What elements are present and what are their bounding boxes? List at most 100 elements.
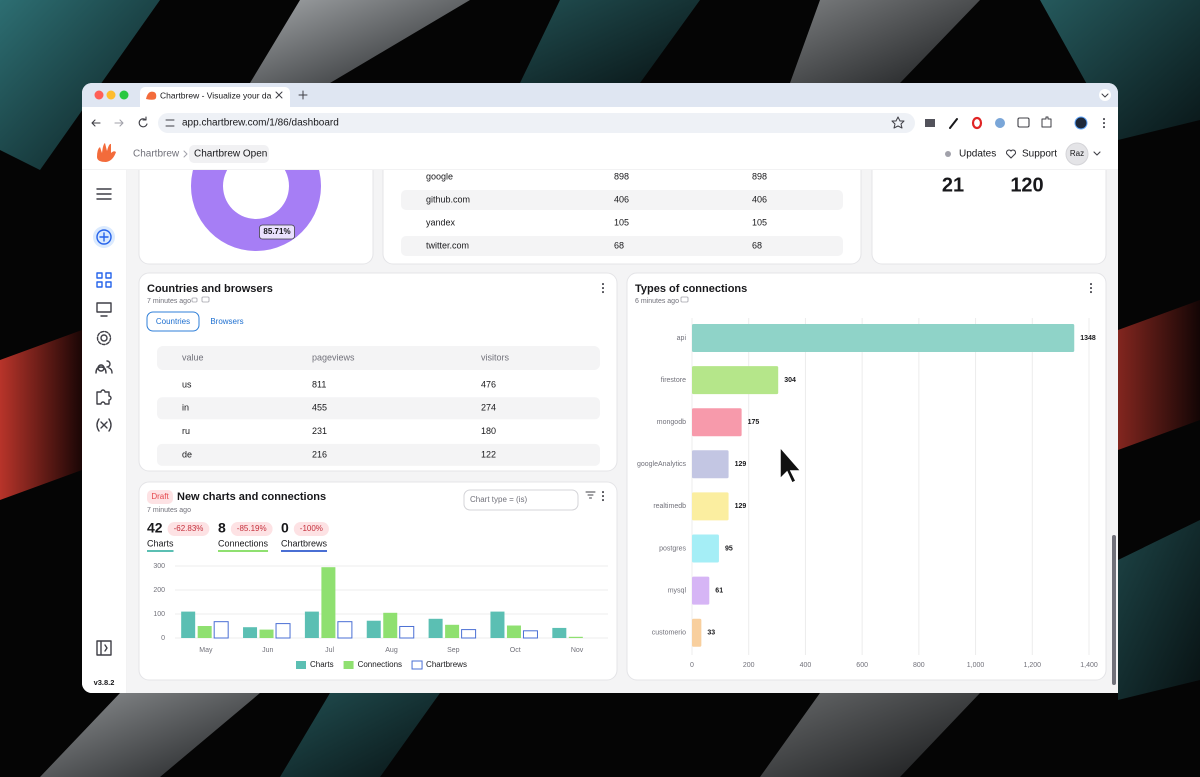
table-cell: 231 [312,426,327,436]
kpi-label[interactable]: Chartbrews [281,538,328,548]
nav-variables[interactable] [96,418,112,432]
donut-label: 85.71% [263,227,290,236]
legend-label[interactable]: Charts [310,660,334,669]
filter-button[interactable] [585,491,596,499]
x-tick-label: May [199,647,213,654]
url[interactable]: app.chartbrew.com/1/86/dashboard [182,118,339,129]
bar [461,629,477,639]
minimize-window[interactable] [106,90,116,100]
nav-reports[interactable] [96,302,112,317]
breadcrumb-project[interactable]: Chartbrew Open [194,149,267,160]
extension-mail[interactable] [925,119,935,127]
bookmark-star[interactable] [891,116,905,129]
table-cell: yandex [426,217,456,227]
table-cell: in [182,403,189,413]
x-tick-label: 1,200 [1024,662,1042,669]
legend-label[interactable]: Connections [358,660,402,669]
scrollbar[interactable] [1112,535,1116,685]
table-cell: 898 [614,171,629,181]
donut-label-bg [259,224,295,240]
x-tick-label: 400 [800,662,812,669]
value-label: 95 [725,545,733,552]
kpi-value: 21 [942,174,964,196]
bar [259,629,274,638]
menu-toggle[interactable] [96,188,112,200]
table-cell: 476 [481,379,496,389]
app-version: v3.8.2 [94,678,115,687]
nav-settings[interactable] [100,334,108,342]
table-cell: 68 [614,240,624,250]
nav-dashboard[interactable] [96,272,112,288]
tab-active-bg[interactable] [146,311,200,332]
support-icon [1005,149,1017,159]
breadcrumb-team[interactable]: Chartbrew [133,149,180,160]
report-icon [680,296,689,303]
bar [445,624,460,638]
x-tick-label: Aug [385,647,398,654]
extension-pen[interactable] [949,118,958,129]
value-label: 1348 [1080,335,1096,342]
tab-search[interactable] [1099,89,1111,101]
card-title: New charts and connections [177,491,326,503]
close-window[interactable] [94,90,104,100]
kpi-value: 42 [147,520,163,536]
back-button[interactable] [91,119,101,127]
updates-dot [945,151,951,157]
extension-pip[interactable] [1017,117,1030,128]
reload-button[interactable] [138,116,148,128]
kpi-label[interactable]: Connections [218,538,269,548]
maximize-window[interactable] [119,90,129,100]
chartbrew-logo[interactable] [97,143,116,162]
legend-label[interactable]: Chartbrews [426,660,467,669]
user-initials[interactable]: Raz [1070,149,1084,158]
tab-title: Chartbrew - Visualize your da [160,90,272,100]
create-button[interactable] [96,229,112,245]
extension-opera[interactable] [971,116,983,130]
dashboard: 85.71% value pageviews visitors us 811 476 in 4… [127,170,1118,693]
updates-link[interactable]: Updates [959,149,996,160]
breadcrumb-separator [183,150,188,158]
tab-browsers[interactable]: Browsers [210,317,243,326]
extension-globe[interactable] [995,118,1005,128]
card-updated: 6 minutes ago [635,298,679,305]
table-cell: github.com [426,194,470,204]
legend-swatch [296,661,306,669]
forward-button[interactable] [114,119,124,127]
x-tick-label: Nov [571,647,584,654]
nav-team[interactable] [95,360,113,374]
bar [692,324,1075,352]
y-tick-label: 100 [153,611,165,618]
extensions[interactable] [1041,116,1052,128]
tab-countries[interactable]: Countries [156,317,190,326]
card-updated: 7 minutes ago [147,507,191,514]
bar [213,621,229,639]
support-link[interactable]: Support [1022,149,1057,160]
table-cell: google [426,171,453,181]
tab-search-chevron [1101,93,1109,98]
y-tick-label: customerio [652,630,686,637]
table-header: visitors [481,352,510,362]
sidebar-collapse[interactable] [96,640,112,656]
bar [181,611,196,638]
site-info[interactable] [165,119,175,127]
user-avatar[interactable] [1065,142,1089,166]
filter-placeholder[interactable]: Chart type = (is) [470,495,527,504]
create-plus [99,232,109,242]
breadcrumb-project-pill[interactable] [189,145,269,163]
bar [428,618,443,638]
table-cell: 216 [312,449,327,459]
kpi-change-bg [167,522,210,536]
tab-close[interactable] [275,91,283,99]
draft-badge: Draft [151,492,169,501]
profile-avatar[interactable] [1074,116,1088,130]
user-menu-chevron[interactable] [1093,151,1101,156]
address-bar[interactable] [158,113,915,133]
filter-input[interactable] [463,489,579,511]
nav-integrations[interactable] [96,389,112,405]
kpi-change: -85.19% [237,524,267,533]
active-tab[interactable] [140,87,290,107]
kpi-change: -62.83% [174,524,204,533]
new-tab[interactable] [298,90,308,100]
kpi-label[interactable]: Charts [147,538,174,548]
bar [692,534,719,563]
